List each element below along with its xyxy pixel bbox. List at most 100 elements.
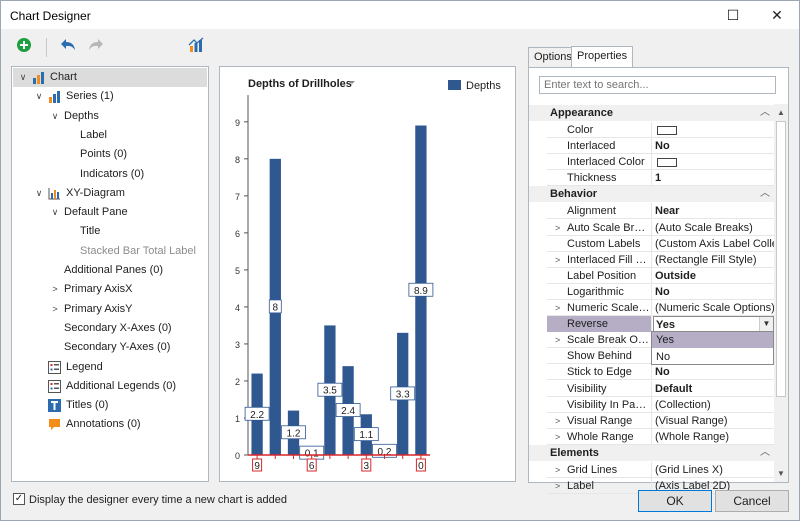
display-designer-checkbox[interactable]: ✓ (13, 493, 25, 505)
chevron-down-icon[interactable]: ∨ (51, 207, 59, 218)
property-value[interactable]: Outside (653, 268, 774, 284)
property-row-alignment[interactable]: Alignment Near (547, 203, 774, 220)
property-value[interactable]: No (653, 364, 774, 380)
property-value[interactable]: No (653, 284, 774, 300)
tree-item-depths[interactable]: ∨ Depths (13, 107, 207, 126)
property-row-stick-to-edge[interactable]: Stick to Edge No (547, 364, 774, 381)
tree-item-stacked-bar-total-label[interactable]: Stacked Bar Total Label (13, 242, 207, 261)
chevron-right-icon[interactable]: > (52, 303, 58, 314)
chart-wizard-button[interactable] (185, 37, 207, 57)
property-row-visibility[interactable]: Visibility Default (547, 380, 774, 397)
property-value[interactable] (653, 122, 774, 138)
tree-item-title[interactable]: Title (13, 222, 207, 241)
y-tick-label: 3 (235, 340, 240, 350)
chevron-down-icon[interactable]: ∨ (35, 91, 43, 102)
tree-item-series-1[interactable]: ∨ Series (1) (13, 87, 207, 106)
dropdown-option-no[interactable]: No (656, 351, 671, 363)
tree-item-primary-axisx[interactable]: > Primary AxisX (13, 280, 207, 299)
tree-item-default-pane[interactable]: ∨ Default Pane (13, 203, 207, 222)
dropdown-option-yes[interactable]: Yes (652, 332, 773, 348)
dropdown-arrow-icon[interactable]: ▼ (759, 317, 773, 332)
tree-item-legend[interactable]: Legend (13, 358, 207, 377)
collapse-chevron-icon[interactable]: ︿ (760, 107, 770, 118)
property-value[interactable]: Near (653, 203, 774, 219)
expand-chevron-icon[interactable]: > (555, 303, 561, 313)
property-row-interlaced-color[interactable]: Interlaced Color (547, 154, 774, 171)
property-value[interactable]: (Rectangle Fill Style) (653, 252, 774, 268)
property-row-logarithmic[interactable]: Logarithmic No (547, 283, 774, 300)
category-appearance[interactable]: Appearance ︿ (529, 105, 774, 121)
property-value[interactable]: (Auto Scale Breaks) (653, 220, 774, 236)
category-elements[interactable]: Elements ︿ (529, 444, 774, 461)
tree-item-indicators-0[interactable]: Indicators (0) (13, 165, 207, 184)
maximize-button[interactable]: ☐ (726, 7, 740, 23)
tab-options[interactable]: Options (528, 47, 578, 67)
value-label: 0.1 (305, 449, 319, 460)
redo-button[interactable] (85, 37, 107, 57)
chevron-down-icon[interactable]: ∨ (19, 72, 27, 82)
tree-item-titles-0[interactable]: Titles (0) (13, 396, 207, 415)
tree-item-primary-axisy[interactable]: > Primary AxisY (13, 300, 207, 319)
chevron-down-icon[interactable]: ∨ (51, 110, 59, 121)
expand-chevron-icon[interactable]: > (555, 464, 561, 475)
ok-button[interactable]: OK (638, 490, 712, 512)
property-value[interactable]: No (653, 138, 774, 154)
expand-chevron-icon[interactable]: > (555, 431, 561, 442)
property-value[interactable]: (Visual Range) (653, 413, 774, 429)
property-row-auto-scale-breaks[interactable]: > Auto Scale Breaks (Auto Scale Breaks) (547, 219, 774, 236)
tree-item-secondary-y-axes-0[interactable]: Secondary Y-Axes (0) (13, 338, 207, 357)
property-value[interactable]: (Collection) (653, 397, 774, 413)
tab-properties[interactable]: Properties (571, 46, 634, 68)
property-value[interactable]: (Axis Label 2D) (653, 478, 774, 494)
expand-chevron-icon[interactable]: > (555, 222, 561, 233)
property-value[interactable]: (Whole Range) (653, 429, 774, 445)
property-value[interactable]: (Custom Axis Label Collec... (653, 236, 774, 252)
property-value[interactable] (653, 154, 774, 170)
properties-scrollbar[interactable]: ▲ ▼ (774, 104, 788, 482)
property-row-color[interactable]: Color (547, 122, 774, 138)
tree-item-chart[interactable]: ∨ Chart (13, 68, 207, 87)
expand-chevron-icon[interactable]: > (555, 481, 561, 491)
property-value[interactable]: 1 (653, 170, 774, 186)
tree-item-annotations-0[interactable]: Annotations (0) (13, 415, 207, 434)
property-row-visual-range[interactable]: > Visual Range (Visual Range) (547, 412, 774, 429)
property-row-reverse[interactable]: Reverse Yes ▼ (547, 316, 774, 333)
cancel-button[interactable]: Cancel (715, 490, 789, 512)
expand-chevron-icon[interactable]: > (555, 415, 561, 426)
property-row-custom-labels[interactable]: Custom Labels (Custom Axis Label Collec..… (547, 235, 774, 252)
property-value[interactable]: (Grid Lines X) (653, 462, 774, 478)
legend-icon (48, 360, 61, 374)
scroll-down-arrow-icon[interactable]: ▼ (777, 469, 785, 478)
collapse-chevron-icon[interactable]: ︿ (760, 446, 770, 458)
tree-item-label[interactable]: Label (13, 126, 207, 145)
chevron-right-icon[interactable]: > (52, 284, 58, 295)
property-row-numeric-scale-op[interactable]: > Numeric Scale Op... (Numeric Scale Optio… (547, 300, 774, 316)
property-value[interactable]: Default (653, 381, 774, 397)
tree-item-additional-legends-0[interactable]: Additional Legends (0) (13, 377, 207, 396)
property-name: Numeric Scale Op... (567, 302, 651, 314)
tree-item-secondary-x-axes-0[interactable]: Secondary X-Axes (0) (13, 319, 207, 338)
add-button[interactable] (13, 37, 35, 57)
property-search-input[interactable] (539, 76, 776, 94)
property-row-label-position[interactable]: Label Position Outside (547, 267, 774, 284)
tree-item-points-0[interactable]: Points (0) (13, 145, 207, 164)
property-value[interactable]: Yes ▼ (653, 316, 774, 333)
scrollbar-thumb[interactable] (776, 121, 786, 397)
collapse-chevron-icon[interactable]: ︿ (760, 188, 770, 200)
property-row-interlaced-fill-style[interactable]: > Interlaced Fill Style (Rectangle Fill St… (547, 251, 774, 268)
close-button[interactable]: ✕ (771, 7, 783, 23)
property-row-whole-range[interactable]: > Whole Range (Whole Range) (547, 428, 774, 445)
expand-chevron-icon[interactable]: > (555, 335, 561, 346)
property-row-thickness[interactable]: Thickness 1 (547, 170, 774, 187)
tree-item-xy-diagram[interactable]: ∨ XY-Diagram (13, 184, 207, 203)
chevron-down-icon[interactable]: ∨ (35, 187, 43, 198)
property-row-interlaced[interactable]: Interlaced No (547, 138, 774, 155)
property-value[interactable]: (Numeric Scale Options) (653, 300, 774, 316)
scroll-up-arrow-icon[interactable]: ▲ (777, 108, 785, 117)
tree-item-additional-panes-0[interactable]: Additional Panes (0) (13, 261, 207, 280)
category-behavior[interactable]: Behavior ︿ (529, 186, 774, 203)
undo-button[interactable] (57, 37, 79, 57)
property-row-visibility-in-panes[interactable]: Visibility In Panes (Collection) (547, 396, 774, 413)
property-row-grid-lines[interactable]: > Grid Lines (Grid Lines X) (547, 461, 774, 478)
expand-chevron-icon[interactable]: > (555, 254, 561, 265)
